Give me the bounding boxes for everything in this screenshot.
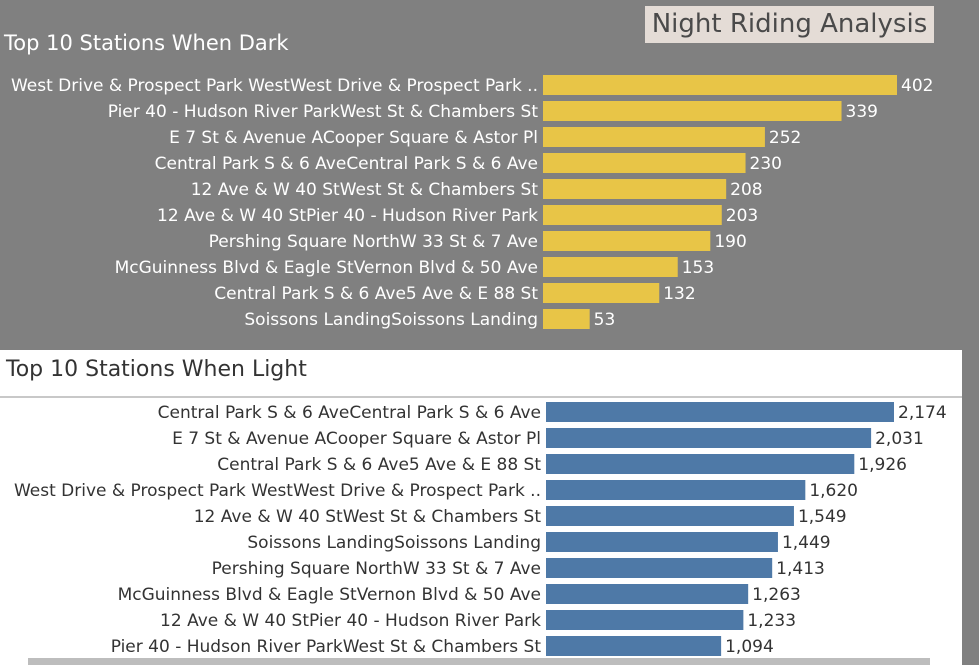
bar[interactable]: [546, 402, 894, 422]
bar[interactable]: [543, 205, 722, 225]
category-label: E 7 St & Avenue ACooper Square & Astor P…: [169, 128, 538, 148]
category-label: E 7 St & Avenue ACooper Square & Astor P…: [172, 429, 541, 449]
category-label: West Drive & Prospect Park WestWest Driv…: [14, 481, 541, 501]
light-chart-title: Top 10 Stations When Light: [6, 357, 307, 382]
bar[interactable]: [543, 257, 678, 277]
bar[interactable]: [543, 127, 765, 147]
bar[interactable]: [546, 454, 855, 474]
bar[interactable]: [543, 309, 590, 329]
bar[interactable]: [543, 179, 727, 199]
light-stations-bar-chart: Central Park S & 6 AveCentral Park S & 6…: [14, 402, 947, 657]
bar[interactable]: [546, 558, 773, 578]
category-label: Central Park S & 6 AveCentral Park S & 6…: [158, 403, 541, 423]
bar[interactable]: [543, 153, 746, 173]
value-label: 1,926: [858, 455, 907, 475]
value-label: 153: [682, 258, 714, 278]
bar[interactable]: [546, 584, 749, 604]
value-label: 1,549: [798, 507, 847, 527]
category-label: Pier 40 - Hudson River ParkWest St & Cha…: [111, 637, 542, 657]
bar[interactable]: [543, 231, 711, 251]
value-label: 1,413: [776, 559, 825, 579]
value-label: 1,263: [752, 585, 801, 605]
title-divider: [0, 396, 962, 398]
value-label: 252: [769, 128, 801, 148]
value-label: 2,031: [875, 429, 924, 449]
category-label: Central Park S & 6 AveCentral Park S & 6…: [155, 154, 538, 174]
dashboard-title: Night Riding Analysis: [645, 6, 934, 43]
value-label: 132: [663, 284, 695, 304]
bar[interactable]: [543, 283, 660, 303]
bar[interactable]: [543, 101, 842, 121]
category-label: Pier 40 - Hudson River ParkWest St & Cha…: [108, 102, 539, 122]
bar[interactable]: [546, 610, 744, 630]
category-label: 12 Ave & W 40 StPier 40 - Hudson River P…: [160, 611, 541, 631]
value-label: 1,620: [809, 481, 858, 501]
value-label: 1,449: [782, 533, 831, 553]
value-label: 339: [846, 102, 878, 122]
bar[interactable]: [546, 480, 806, 500]
category-label: McGuinness Blvd & Eagle StVernon Blvd & …: [115, 258, 538, 278]
bar[interactable]: [546, 428, 872, 448]
side-margin: [962, 350, 979, 665]
category-label: 12 Ave & W 40 StWest St & Chambers St: [191, 180, 539, 200]
bar[interactable]: [543, 75, 897, 95]
category-label: 12 Ave & W 40 StPier 40 - Hudson River P…: [157, 206, 538, 226]
category-label: Central Park S & 6 Ave5 Ave & E 88 St: [217, 455, 541, 475]
category-label: Soissons LandingSoissons Landing: [244, 310, 538, 330]
category-label: Central Park S & 6 Ave5 Ave & E 88 St: [214, 284, 538, 304]
dark-chart-title: Top 10 Stations When Dark: [4, 31, 289, 55]
horizontal-scrollbar[interactable]: [28, 658, 930, 665]
bar[interactable]: [546, 636, 722, 656]
category-label: 12 Ave & W 40 StWest St & Chambers St: [194, 507, 542, 527]
bar[interactable]: [546, 532, 778, 552]
value-label: 53: [594, 310, 616, 330]
category-label: Pershing Square NorthW 33 St & 7 Ave: [212, 559, 541, 579]
value-label: 230: [750, 154, 782, 174]
bar[interactable]: [546, 506, 794, 526]
category-label: McGuinness Blvd & Eagle StVernon Blvd & …: [118, 585, 541, 605]
category-label: West Drive & Prospect Park WestWest Driv…: [11, 76, 538, 96]
value-label: 190: [714, 232, 746, 252]
value-label: 1,233: [747, 611, 796, 631]
category-label: Pershing Square NorthW 33 St & 7 Ave: [209, 232, 538, 252]
dark-stations-bar-chart: West Drive & Prospect Park WestWest Driv…: [11, 75, 933, 330]
value-label: 2,174: [898, 403, 947, 423]
value-label: 203: [726, 206, 758, 226]
value-label: 402: [901, 76, 933, 96]
value-label: 1,094: [725, 637, 774, 657]
value-label: 208: [730, 180, 762, 200]
category-label: Soissons LandingSoissons Landing: [247, 533, 541, 553]
